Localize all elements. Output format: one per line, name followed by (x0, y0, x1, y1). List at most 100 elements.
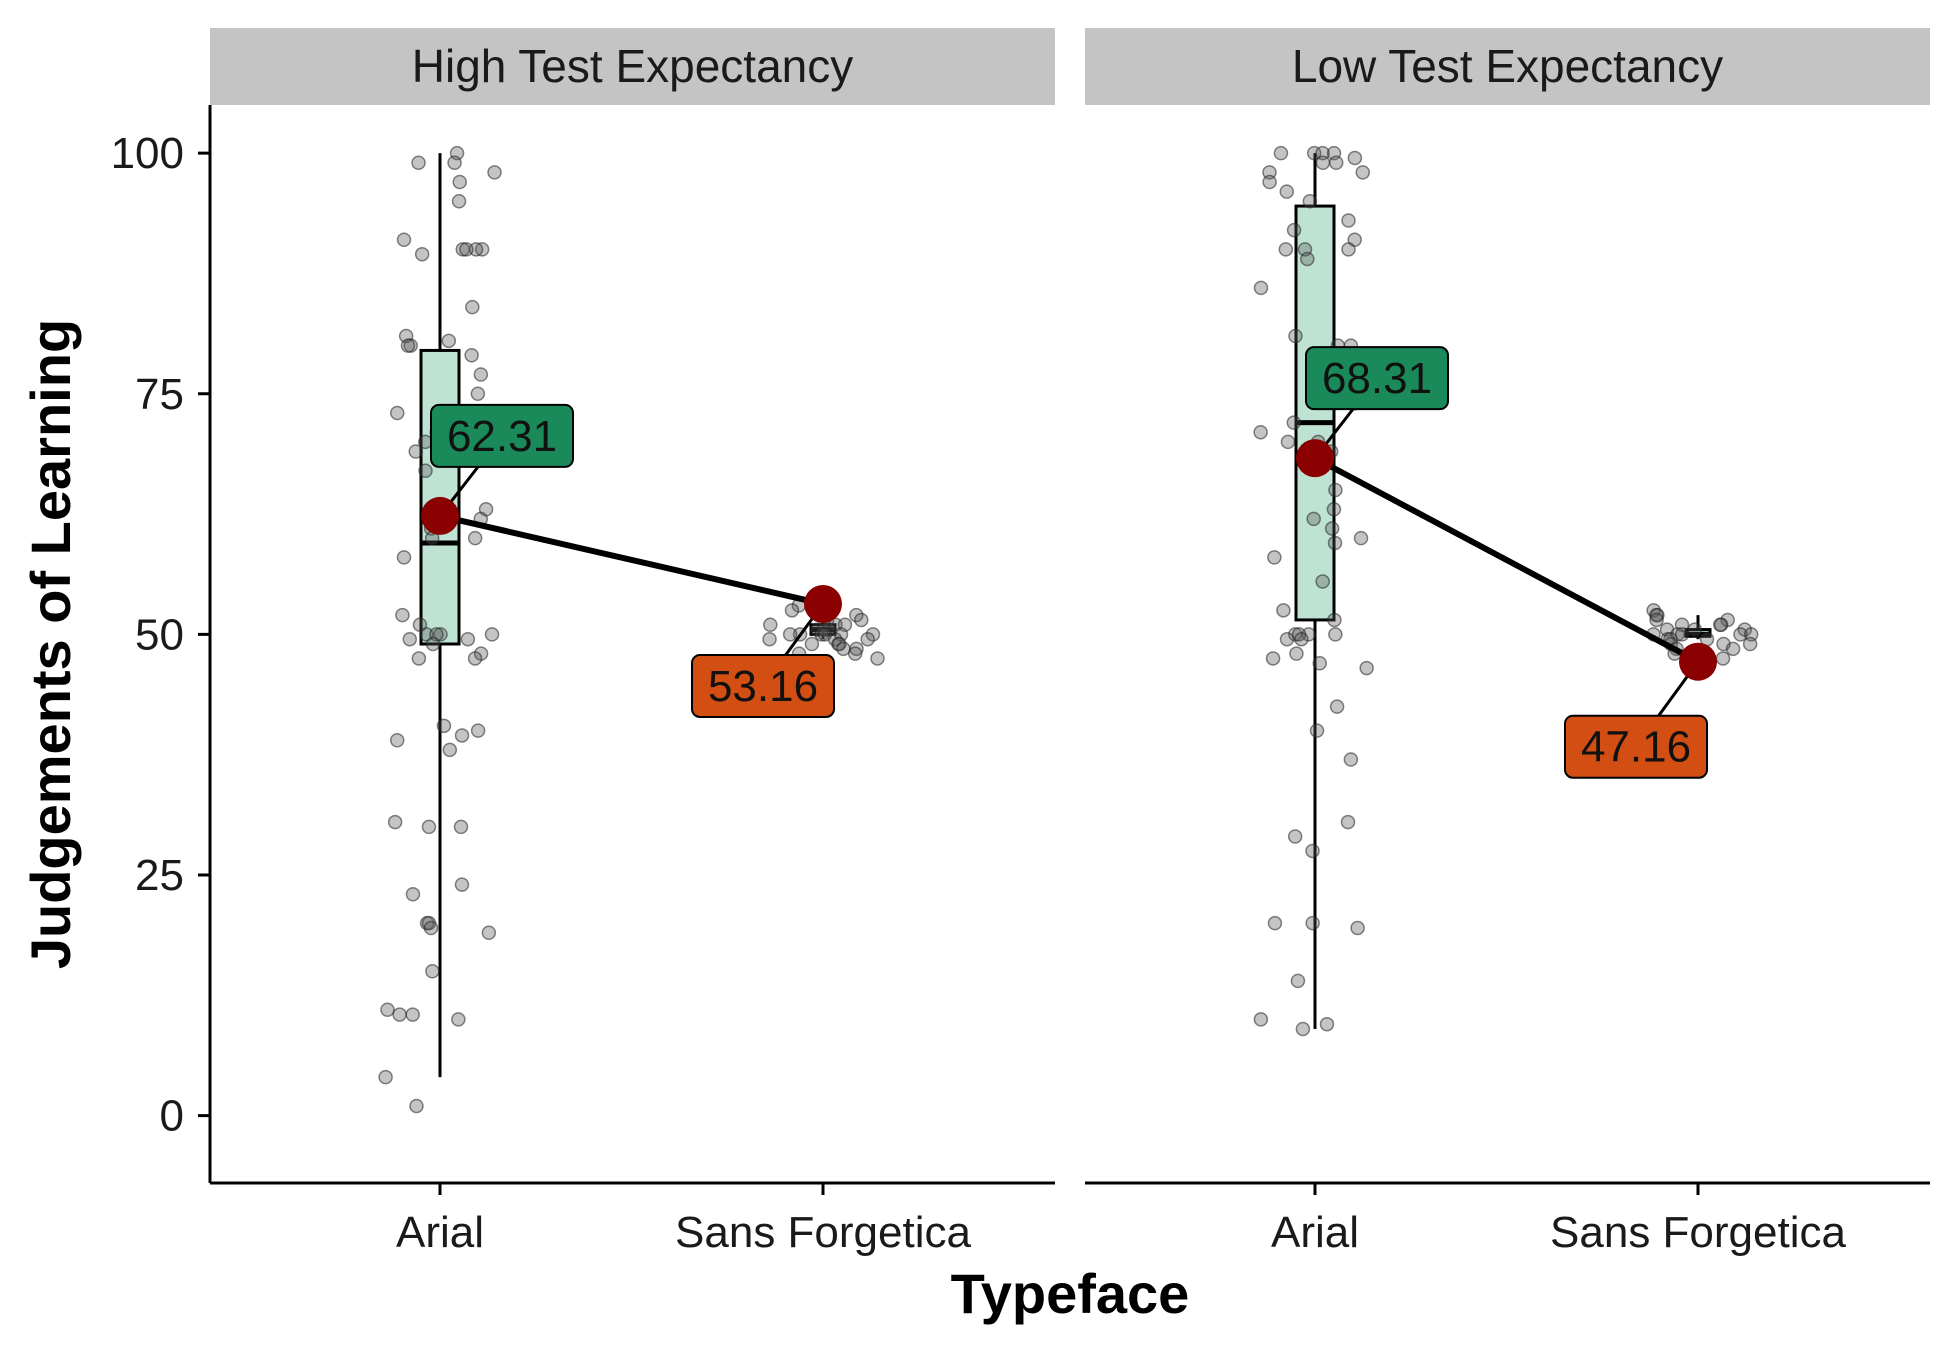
jitter-point (418, 463, 433, 478)
jitter-point (467, 530, 483, 546)
mean-label-box (691, 653, 835, 718)
jitter-point (1267, 550, 1282, 565)
jitter-point (405, 1007, 420, 1022)
jitter-point (1733, 627, 1748, 642)
jitter-point (484, 627, 500, 642)
y-tick-label: 75 (135, 370, 184, 419)
jitter-point (1300, 251, 1315, 267)
jitter-point (1302, 194, 1318, 209)
jitter-point (464, 348, 479, 363)
mean-label: 68.31 (1322, 354, 1432, 403)
jitter-point (763, 617, 778, 632)
jitter-point (1295, 1021, 1311, 1037)
jitter-point (782, 627, 798, 642)
jitter-point (451, 194, 467, 209)
mean-label: 47.16 (1581, 723, 1691, 772)
jitter-point (1286, 415, 1302, 430)
jitter-point (396, 232, 412, 247)
jitter-point (1347, 150, 1363, 166)
jitter-point (447, 155, 462, 170)
jitter-point (405, 887, 421, 902)
x-tick-label: Sans Forgetica (1550, 1208, 1846, 1257)
jitter-point (1687, 622, 1703, 637)
jitter-point (1324, 521, 1340, 536)
jitter-point (1253, 1012, 1269, 1027)
y-axis-title: Judgements of Learning (19, 319, 82, 969)
mean-point (1296, 439, 1334, 478)
jitter-point (1742, 636, 1758, 652)
jitter-point (1319, 1016, 1335, 1032)
mean-label-box (1305, 346, 1449, 411)
x-tick-label: Arial (1271, 1208, 1359, 1257)
facet-title: High Test Expectancy (412, 40, 854, 92)
jitter-point (1341, 213, 1356, 228)
x-axis-title: Typeface (951, 1262, 1190, 1325)
jitter-point (1340, 814, 1356, 830)
jitter-point (378, 1069, 393, 1085)
jitter-point (453, 819, 469, 835)
jitter-point (1279, 184, 1295, 199)
jitter-point (425, 964, 440, 979)
jitter-point (1306, 511, 1321, 527)
jitter-point (1278, 242, 1294, 257)
mean-point (1679, 642, 1717, 681)
jitter-point (451, 1012, 466, 1027)
jitter-point (1328, 482, 1343, 498)
jitter-point (380, 1002, 395, 1017)
jitter-point (1343, 752, 1359, 767)
jitter-point (1253, 280, 1269, 296)
mean-line (1313, 455, 1700, 665)
jitter-point (389, 733, 405, 748)
jitter-point (1315, 155, 1331, 170)
jitter-point (1305, 915, 1320, 931)
jitter-point (1312, 656, 1327, 671)
jitter-point (814, 627, 829, 642)
jitter-point (870, 651, 885, 666)
jitter-point (470, 723, 486, 738)
y-tick-label: 0 (160, 1092, 184, 1141)
jitter-point (481, 925, 497, 940)
jitter-point (454, 728, 470, 743)
jitter-point (1265, 651, 1281, 666)
jitter-point (1326, 502, 1342, 517)
jitter-point (421, 819, 437, 835)
jitter-point (433, 627, 448, 642)
y-tick-label: 100 (111, 129, 184, 178)
jitter-point (1715, 651, 1731, 666)
jitter-point (452, 174, 467, 190)
jitter-point (425, 636, 441, 652)
jitter-point (1315, 574, 1330, 589)
jitter-point (804, 636, 820, 652)
jitter-point (1288, 328, 1303, 344)
jitter-point (762, 631, 777, 647)
mean-label: 53.16 (708, 662, 818, 711)
jitter-point (389, 405, 405, 421)
y-tick-label: 25 (135, 851, 184, 900)
jitter-point (1289, 646, 1304, 661)
jitter-point (470, 386, 486, 401)
jitter-point (392, 1007, 407, 1022)
x-tick-label: Arial (396, 1208, 484, 1257)
jitter-point (411, 155, 426, 170)
jitter-point (400, 338, 416, 353)
jitter-point (395, 607, 410, 623)
jitter-point (409, 1098, 424, 1114)
jitter-point (454, 877, 470, 892)
jitter-point (1286, 222, 1302, 238)
mean-label-box (430, 403, 574, 468)
jitter-point (1276, 603, 1291, 618)
jitter-point (411, 651, 427, 666)
jitter-point (487, 165, 502, 180)
facet-strip (1085, 28, 1930, 105)
jitter-point (1328, 155, 1344, 170)
jitter-point (467, 651, 483, 666)
jitter-point (414, 246, 430, 262)
jitter-point (1267, 915, 1283, 931)
jitter-point (1328, 627, 1343, 642)
mean-label-box (1564, 714, 1708, 779)
jitter-point (1253, 425, 1268, 440)
jitter-point (473, 367, 489, 382)
jitter-point (1329, 699, 1345, 714)
jitter-point (1305, 843, 1320, 859)
